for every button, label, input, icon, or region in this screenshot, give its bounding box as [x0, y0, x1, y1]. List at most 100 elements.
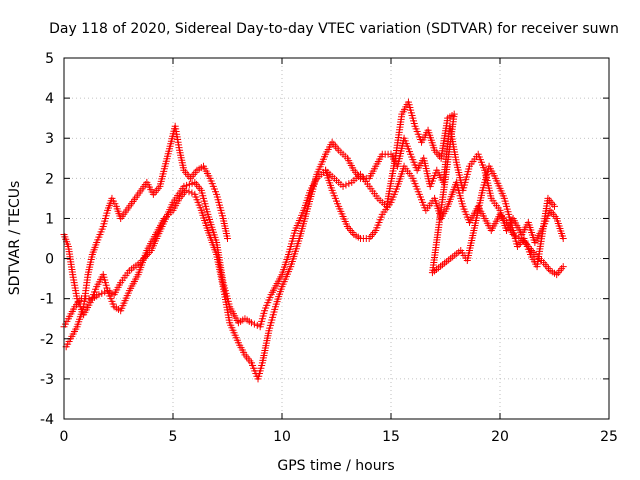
data-point-track-b [196, 204, 204, 212]
data-point-track-a [377, 213, 385, 221]
data-point-track-c [363, 180, 371, 188]
data-point-track-a [63, 317, 71, 325]
data-points [60, 98, 567, 383]
y-tick-label: -4 [40, 412, 54, 428]
data-point-track-c [154, 184, 162, 192]
data-point-track-a [348, 228, 356, 236]
data-point-track-a [93, 292, 101, 300]
chart-title: Day 118 of 2020, Sidereal Day-to-day VTE… [49, 21, 619, 37]
data-point-track-b [384, 150, 392, 158]
data-point-track-a [370, 228, 378, 236]
x-tick-label: 5 [169, 429, 178, 445]
data-point-track-a [124, 269, 132, 277]
data-point-track-b [219, 280, 227, 288]
data-point-track-b [133, 273, 141, 281]
data-point-track-c [111, 200, 119, 208]
data-point-track-b [115, 305, 122, 313]
data-point-track-b [349, 164, 357, 172]
data-point-track-b [103, 284, 111, 292]
data-point-track-c [218, 212, 226, 220]
data-point-track-a [196, 184, 204, 192]
data-point-track-a [284, 253, 292, 261]
data-point-track-a [203, 208, 211, 216]
data-point-track-b [233, 336, 241, 344]
data-point-track-b [63, 240, 71, 248]
data-point-track-b [558, 232, 566, 240]
data-point-track-b [85, 301, 93, 309]
x-tick-label: 10 [273, 429, 291, 445]
data-point-track-b [73, 292, 81, 300]
data-point-track-c [79, 305, 87, 313]
y-tick-label: 2 [45, 171, 54, 187]
data-point-track-b [180, 188, 188, 196]
data-point-track-a [266, 293, 274, 301]
data-point-track-b [271, 305, 279, 313]
data-point-track-c [191, 168, 199, 176]
data-point-track-c [478, 189, 486, 197]
data-point-track-b [494, 204, 502, 212]
data-point-track-c [205, 172, 213, 180]
data-point-track-a [290, 229, 298, 237]
data-point-track-c [103, 209, 111, 217]
data-point-track-b [277, 285, 285, 293]
data-point-track-c [84, 273, 92, 281]
data-point-track-a [458, 200, 466, 208]
data-point-track-c [175, 144, 183, 152]
data-point-track-b [150, 233, 158, 241]
data-point-track-b [406, 148, 414, 156]
data-point-track-b [264, 329, 272, 337]
data-point-track-c [98, 225, 106, 233]
data-point-track-c [223, 232, 231, 240]
data-point-track-c [179, 164, 187, 172]
data-point-track-b [551, 212, 559, 220]
data-point-track-a [253, 321, 261, 329]
data-point-track-b [295, 237, 303, 245]
data-point-track-b [240, 348, 248, 356]
data-point-track-c [391, 157, 399, 165]
data-point-track-b [341, 152, 349, 160]
y-tick-label: 5 [45, 51, 54, 67]
x-tick-label: 20 [491, 429, 509, 445]
data-point-track-c [506, 216, 514, 224]
y-axis-label: SDTVAR / TECUs [7, 181, 23, 296]
data-point-track-b [185, 188, 193, 196]
data-point-track-b [124, 289, 132, 297]
data-point-track-a [260, 309, 268, 317]
data-point-track-c [429, 266, 437, 274]
data-point-track-a [334, 200, 342, 208]
data-point-track-b [465, 165, 473, 173]
data-point-track-b [159, 217, 167, 225]
data-point-track-b [246, 357, 254, 365]
data-point-track-a [354, 233, 362, 241]
data-point-track-a [70, 305, 78, 313]
data-point-track-c [549, 200, 557, 208]
data-point-track-a [442, 205, 450, 213]
data-point-track-a [545, 265, 553, 273]
data-point-track-c [337, 180, 345, 188]
data-point-track-a [342, 220, 350, 228]
data-point-track-b [92, 285, 100, 293]
data-point-track-a [188, 179, 196, 187]
y-tick-label: -1 [40, 292, 54, 308]
data-point-track-c [490, 172, 498, 180]
y-tick-label: 1 [45, 211, 54, 227]
data-point-track-b [225, 316, 233, 324]
data-point-track-b [142, 249, 150, 257]
data-point-track-b [203, 224, 211, 232]
data-point-track-a [115, 281, 123, 289]
x-tick-label: 0 [60, 429, 69, 445]
data-point-track-c [455, 248, 463, 256]
y-tick-label: 0 [45, 252, 54, 268]
x-tick-label: 25 [600, 429, 618, 445]
data-point-track-b [321, 153, 329, 161]
data-point-track-a [250, 320, 258, 328]
data-point-track-b [370, 165, 378, 173]
data-point-track-c [88, 253, 96, 261]
data-point-track-b [109, 300, 117, 308]
data-point-track-b [174, 197, 182, 205]
data-point-track-c [410, 120, 418, 128]
axis-ticks: 0 5 10 15 20 25 -4 -3 -2 -1 0 1 2 3 4 5 [40, 51, 618, 445]
data-point-track-a [327, 184, 335, 192]
data-point-track-c [525, 248, 533, 256]
data-point-track-c [72, 325, 80, 333]
